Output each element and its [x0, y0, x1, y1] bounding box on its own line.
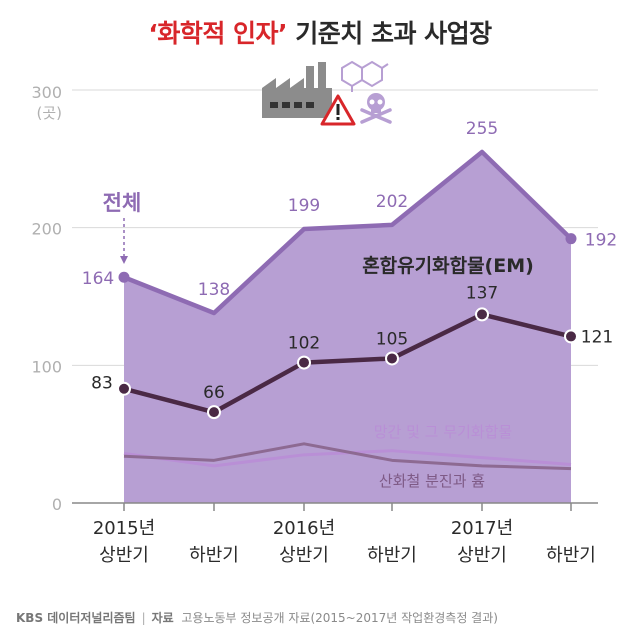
x-tick-label-year: 2016년 — [273, 518, 335, 539]
em-point — [385, 351, 399, 366]
iron-oxide-line — [123, 442, 572, 471]
total-area-fill — [124, 151, 571, 503]
em-value-label: 121 — [581, 327, 613, 347]
x-tick-label-year: 2017년 — [451, 518, 513, 539]
total-value-label: 164 — [82, 269, 114, 289]
y-axis: 0 100 200 300 (곳) — [31, 83, 62, 514]
total-value-label: 199 — [288, 196, 320, 216]
warning-icon — [320, 94, 356, 126]
x-tick-label-half: 하반기 — [367, 545, 417, 566]
total-point — [565, 233, 577, 245]
series-lines — [117, 307, 578, 471]
x-tick-label-half: 상반기 — [279, 545, 329, 566]
chart-title: ‘화학적 인자’ 기준치 초과 사업장 — [0, 14, 640, 50]
y-tick-label: 100 — [31, 357, 62, 376]
footer-source-label: 자료 — [151, 611, 174, 625]
x-tick-label-half: 하반기 — [546, 545, 596, 566]
factory-icon — [262, 62, 332, 118]
total-area — [118, 149, 577, 503]
skull-crossbones-icon — [360, 93, 392, 124]
em-value-label: 83 — [91, 374, 113, 394]
em-value-label: 102 — [288, 334, 320, 354]
em-point — [297, 355, 311, 370]
em-point — [117, 381, 131, 396]
em-value-label: 66 — [203, 383, 225, 403]
iron-oxide-series-name: 산화철 분진과 흄 — [379, 472, 485, 490]
em-line — [123, 312, 572, 415]
chart-title-rest: 기준치 초과 사업장 — [287, 19, 492, 48]
total-value-label: 255 — [466, 119, 498, 139]
manganese-series-name: 망간 및 그 무기화합물 — [374, 423, 513, 441]
total-value-label: 138 — [198, 280, 230, 300]
em-point — [564, 329, 578, 344]
x-tick-label-year: 2015년 — [93, 518, 155, 539]
y-tick-label: 200 — [31, 220, 62, 239]
molecule-icon — [341, 60, 389, 92]
em-value-label: 137 — [466, 283, 498, 303]
total-value-label: 202 — [376, 192, 408, 212]
em-value-label: 105 — [376, 329, 408, 349]
x-tick-label-half: 하반기 — [189, 545, 239, 566]
em-point — [475, 307, 489, 322]
footer-source-text: 고용노동부 정보공개 자료(2015~2017년 작업환경측정 결과) — [181, 611, 498, 625]
data-labels: 전체 164 138 199 202 255 192 83 66 102 105 137 121 혼합유기… — [82, 119, 617, 490]
y-tick-label: 300 — [31, 83, 62, 102]
footer-brand: KBS 데이터저널리즘팀 — [16, 611, 136, 625]
total-point — [118, 271, 130, 283]
total-value-label: 192 — [585, 231, 617, 251]
em-series-name: 혼합유기화합물(EM) — [362, 254, 534, 277]
em-point — [207, 405, 221, 420]
x-tick-label-half: 상반기 — [457, 545, 507, 566]
footer: KBS 데이터저널리즘팀 | 자료 고용노동부 정보공개 자료(2015~2017년… — [16, 609, 498, 626]
y-axis-unit: (곳) — [36, 104, 62, 122]
x-tick-label-half: 상반기 — [99, 545, 149, 566]
chart-title-highlight: ‘화학적 인자’ — [148, 19, 288, 48]
total-line — [123, 149, 573, 316]
footer-separator: | — [141, 611, 146, 625]
total-annotation-arrowhead — [120, 256, 128, 264]
y-tick-label: 0 — [52, 495, 62, 514]
total-annotation-label: 전체 — [103, 191, 142, 215]
